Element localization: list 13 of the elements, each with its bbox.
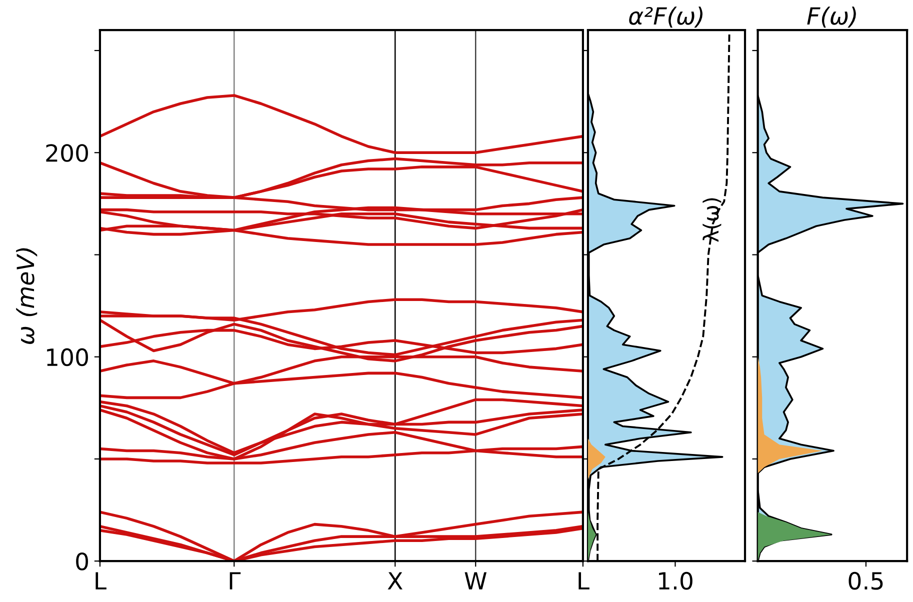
y-tick-label: 0	[76, 552, 88, 570]
y-axis-title: ω (meV)	[16, 248, 38, 344]
y-tick-label: 100	[47, 348, 88, 366]
y-tick-label: 200	[46, 144, 88, 162]
chart-title: α²F(ω)	[629, 6, 702, 28]
x-tick-label: W	[464, 572, 487, 590]
x-tick-label: L	[578, 572, 590, 590]
chart-title: F(ω)	[807, 6, 856, 28]
x-tick-label: 0.5	[848, 572, 883, 590]
x-tick-label: Γ	[230, 572, 241, 590]
x-tick-label: 1.0	[659, 572, 692, 590]
x-tick-label: X	[388, 572, 402, 590]
x-tick-label: L	[96, 572, 106, 590]
